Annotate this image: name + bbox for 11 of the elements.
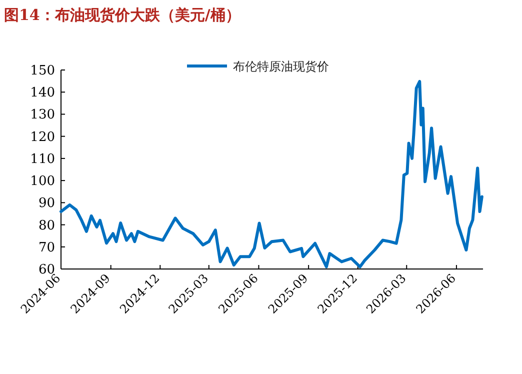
legend-label: 布伦特原油现货价 bbox=[233, 60, 329, 74]
y-tick-label: 150 bbox=[30, 64, 55, 78]
y-tick-label: 120 bbox=[30, 130, 55, 145]
y-tick-label: 90 bbox=[38, 196, 55, 212]
y-tick-label: 130 bbox=[30, 108, 55, 123]
y-tick-label: 110 bbox=[30, 152, 55, 167]
y-tick-label: 80 bbox=[38, 218, 55, 234]
y-tick-label: 100 bbox=[30, 174, 55, 190]
chart-title: 图14：布油现货价大跌（美元/桶） bbox=[4, 6, 240, 24]
y-tick-label: 140 bbox=[30, 86, 55, 101]
y-tick-label: 70 bbox=[38, 240, 55, 256]
